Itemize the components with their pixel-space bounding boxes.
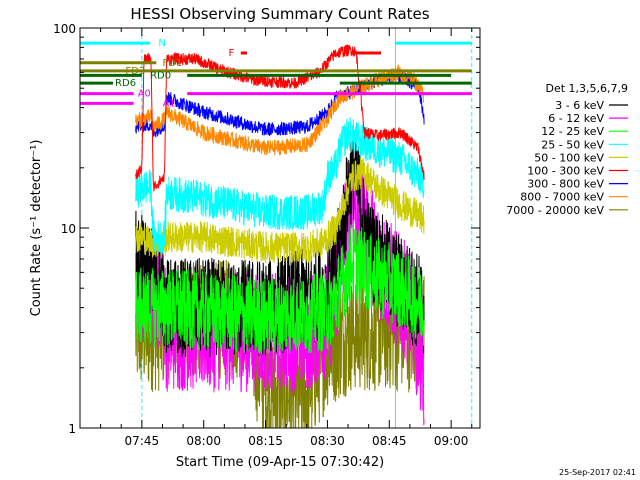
chart-title: HESSI Observing Summary Count Rates — [130, 5, 429, 23]
flag-label-a1: A1 — [162, 98, 175, 109]
series-25-50-kev — [135, 117, 425, 255]
x-tick-label: 07:45 — [125, 434, 160, 448]
footer-date: 25-Sep-2017 02:41 — [559, 468, 636, 477]
series-12-25-kev — [135, 222, 425, 356]
flag-label-n: N — [158, 38, 165, 49]
legend-label: 100 - 300 keV — [527, 165, 604, 178]
series-50-100-kev — [135, 157, 425, 264]
flag-label-rd6: RD6 — [115, 78, 136, 89]
legend-label: 25 - 50 keV — [541, 138, 604, 151]
y-tick-label: 1 — [68, 422, 76, 436]
legend-label: 50 - 100 keV — [534, 151, 604, 164]
y-axis: 1 10 100 — [53, 22, 480, 436]
flag-label-rd0: RD0 — [150, 70, 171, 81]
x-tick-label: 08:30 — [310, 434, 345, 448]
flag-label-a0: A0 — [138, 89, 151, 100]
series-100-300-kev — [135, 44, 425, 192]
series-800-7000-kev — [135, 64, 425, 156]
flag-label-f: F — [228, 48, 234, 59]
legend-label: 800 - 7000 keV — [520, 191, 604, 204]
y-tick-label: 100 — [53, 22, 76, 36]
x-axis: 07:45 08:00 08:15 08:30 08:45 09:00 — [100, 28, 473, 448]
legend-title: Det 1,3,5,6,7,9 — [545, 82, 628, 95]
x-tick-label: 08:45 — [372, 434, 407, 448]
legend-label: 12 - 25 keV — [541, 125, 604, 138]
legend-label: 3 - 6 keV — [555, 99, 604, 112]
legend-label: 300 - 800 keV — [527, 178, 604, 191]
legend-label: 6 - 12 keV — [548, 112, 604, 125]
flag-label-fd3: FD3 — [125, 66, 145, 77]
flag-label-fd1: FD1 — [162, 58, 182, 69]
legend-label: 7000 - 20000 keV — [506, 204, 604, 217]
x-axis-label: Start Time (09-Apr-15 07:30:42) — [176, 455, 384, 470]
x-tick-label: 08:15 — [248, 434, 283, 448]
x-tick-label: 08:00 — [186, 434, 221, 448]
y-tick-label: 10 — [61, 222, 76, 236]
y-axis-label: Count Rate (s⁻¹ detector⁻¹) — [29, 140, 44, 317]
x-tick-label: 09:00 — [434, 434, 469, 448]
